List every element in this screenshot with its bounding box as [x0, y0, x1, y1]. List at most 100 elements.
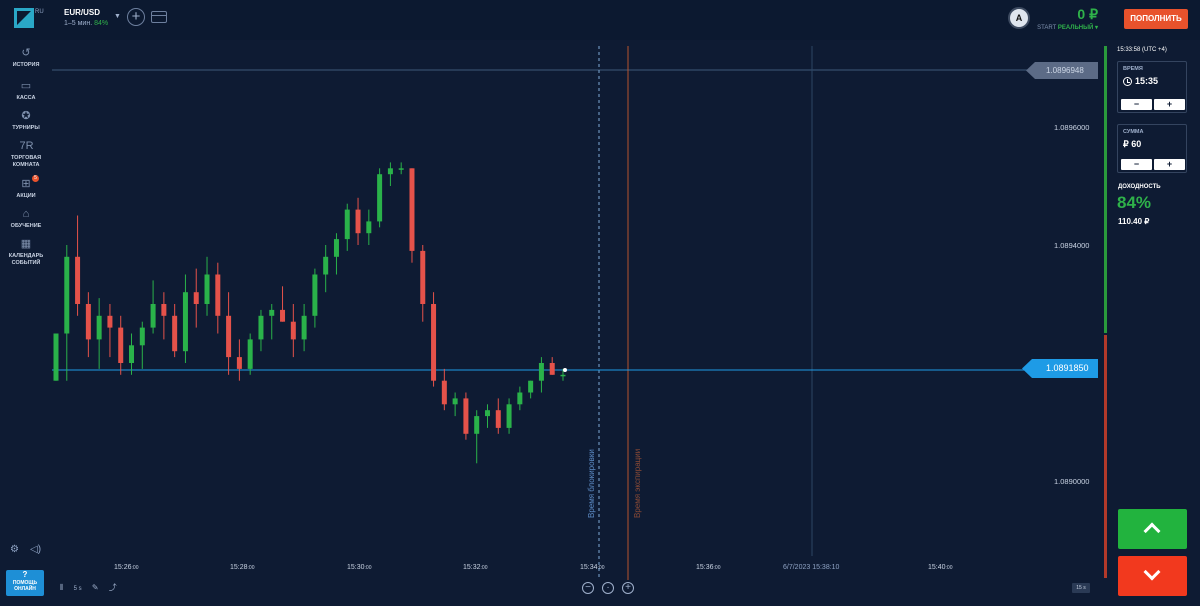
- asset-payout: 84%: [94, 20, 109, 27]
- time-box[interactable]: ВРЕМЯ 15:35: [1117, 61, 1187, 113]
- account-mode: START РЕАЛЬНЫЙ ▾: [1018, 24, 1098, 31]
- candle-body: [387, 168, 393, 175]
- deposit-button[interactable]: ПОПОЛНИТЬ: [1124, 9, 1188, 29]
- help-label: ПОМОЩЬ ОНЛАЙН: [12, 580, 38, 592]
- sidebar-item-label: АКЦИИ: [16, 193, 36, 199]
- asset-name: EUR/USD: [64, 8, 101, 17]
- sidebar-item-cashier[interactable]: ▭ КАССА: [0, 80, 52, 102]
- zoom-in-icon[interactable]: +: [622, 582, 634, 594]
- candle-body: [560, 374, 566, 377]
- candle-body: [269, 309, 275, 316]
- candle-body: [538, 363, 544, 381]
- caret-down-icon[interactable]: ▼: [114, 13, 121, 20]
- time-label: ВРЕМЯ: [1123, 66, 1143, 72]
- candle-body: [452, 398, 458, 405]
- notification-badge: 5: [32, 175, 39, 182]
- sidebar: ↺ ИСТОРИЯ ▭ КАССА ✪ ТУРНИРЫ 7R ТОРГОВАЯ …: [0, 40, 52, 606]
- add-asset-button[interactable]: +: [127, 8, 145, 26]
- sidebar-item-history[interactable]: ↺ ИСТОРИЯ: [0, 47, 52, 69]
- candle-body: [215, 274, 221, 316]
- sidebar-item-label: КАССА: [16, 95, 36, 101]
- history-icon: ↺: [21, 47, 31, 59]
- account-level: START: [1037, 25, 1057, 31]
- help-online-button[interactable]: ? ПОМОЩЬ ОНЛАЙН: [6, 570, 44, 596]
- candles-group: [53, 162, 566, 464]
- amount-label: СУММА: [1123, 129, 1144, 135]
- logo[interactable]: RU: [14, 8, 44, 30]
- call-up-button[interactable]: [1118, 509, 1187, 549]
- amount-plus-button[interactable]: +: [1154, 159, 1185, 170]
- asset-timeframe: 1–5 мин.: [64, 20, 93, 27]
- profit-label: ДОХОДНОСТЬ: [1118, 184, 1161, 190]
- sidebar-item-tournaments[interactable]: ✪ ТУРНИРЫ: [0, 110, 52, 132]
- amount-box[interactable]: СУММА ₽ 60: [1117, 124, 1187, 173]
- asset-subtitle: 1–5 мин. 84%: [64, 20, 108, 27]
- candle-body: [75, 256, 81, 304]
- candle-body: [528, 380, 534, 393]
- chevron-down-icon: [1143, 563, 1161, 581]
- trading-room-icon: 7R: [19, 140, 34, 152]
- candle-body: [312, 274, 318, 316]
- asset-selector[interactable]: EUR/USD 1–5 мин. 84%: [64, 8, 108, 27]
- candle-body: [107, 315, 113, 328]
- candle-body: [474, 416, 480, 434]
- calendar-icon: ▦: [20, 238, 32, 250]
- candle-body: [344, 209, 350, 240]
- sidebar-item-label: КАЛЕНДАРЬ СОБЫТИЙ: [8, 253, 44, 266]
- help-icon: ?: [22, 570, 28, 579]
- time-tick-sec: :00: [480, 565, 488, 571]
- sidebar-item-promotions[interactable]: ⊞ 5 АКЦИИ: [0, 175, 52, 200]
- avatar[interactable]: A: [1008, 7, 1030, 29]
- lock-time-label: Время блокировки: [587, 449, 596, 518]
- candle-body: [64, 256, 70, 334]
- pencil-icon[interactable]: ✎: [91, 583, 99, 592]
- time-tick-hm: 15:28: [230, 564, 248, 571]
- layout-icon[interactable]: [151, 11, 167, 23]
- time-tick: 15:32:00: [463, 564, 487, 571]
- upper-price-tag: 1.0896948: [1026, 62, 1098, 79]
- profit-percent: 84%: [1117, 193, 1152, 212]
- timeframe-tag: 15 s: [1072, 583, 1090, 593]
- candle-body: [431, 304, 437, 381]
- put-down-button[interactable]: [1118, 556, 1187, 596]
- candle-body: [484, 410, 490, 417]
- sidebar-item-label: ТУРНИРЫ: [12, 125, 40, 131]
- expiry-time-label: Время экспирации: [633, 449, 642, 518]
- settings-icon[interactable]: ⚙: [10, 544, 19, 555]
- balance-block[interactable]: 0 ₽ START РЕАЛЬНЫЙ ▾: [1018, 6, 1098, 31]
- time-tick-hm: 15:32: [463, 564, 481, 571]
- indicators-icon[interactable]: ⤴: [108, 583, 117, 592]
- candle-body: [150, 304, 156, 328]
- candle-body: [161, 304, 167, 316]
- candle-body: [398, 168, 404, 170]
- balance-value: 0 ₽: [1077, 6, 1098, 22]
- time-tick-hm: 15:34: [580, 564, 598, 571]
- candle-body: [193, 292, 199, 304]
- zoom-out-icon[interactable]: −: [582, 582, 594, 594]
- star-icon: ✪: [21, 110, 31, 122]
- candle-body: [204, 274, 210, 304]
- sidebar-item-education[interactable]: ⌂ ОБУЧЕНИЕ: [0, 208, 52, 230]
- time-plus-button[interactable]: +: [1154, 99, 1185, 110]
- candle-body: [172, 315, 178, 352]
- expiry-time-tick: 6/7/2023 15:38:10: [783, 564, 840, 571]
- time-tick-hm: 15:26: [114, 564, 132, 571]
- candle-body: [236, 357, 242, 369]
- candle-body: [333, 239, 339, 257]
- sound-icon[interactable]: ◁): [30, 544, 42, 555]
- sidebar-item-trading-room[interactable]: 7R ТОРГОВАЯ КОМНАТА: [0, 140, 52, 169]
- time-minus-button[interactable]: −: [1121, 99, 1152, 110]
- crosshair-icon[interactable]: ·: [602, 582, 614, 594]
- sentiment-up-bar: [1104, 46, 1107, 333]
- price-tick: 1.0896000: [1054, 123, 1090, 132]
- sidebar-item-calendar[interactable]: ▦ КАЛЕНДАРЬ СОБЫТИЙ: [0, 238, 52, 267]
- time-tick: 15:30:00: [347, 564, 371, 571]
- candle-body: [96, 315, 102, 340]
- time-stepper: − +: [1117, 99, 1187, 110]
- timeframe-tool[interactable]: 5 s: [73, 586, 82, 592]
- gift-icon: ⊞: [21, 178, 31, 190]
- candles-type-icon[interactable]: ⫴: [60, 583, 64, 592]
- candle-body: [280, 309, 286, 322]
- amount-minus-button[interactable]: −: [1121, 159, 1152, 170]
